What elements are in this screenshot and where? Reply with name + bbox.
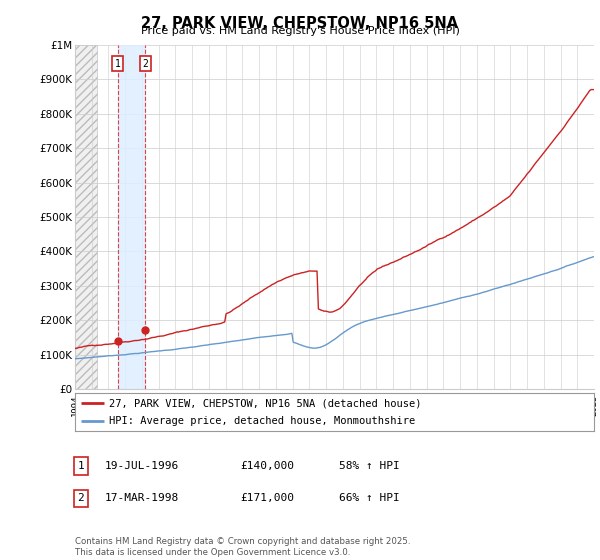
Text: 2: 2 (77, 493, 85, 503)
Text: 27, PARK VIEW, CHEPSTOW, NP16 5NA: 27, PARK VIEW, CHEPSTOW, NP16 5NA (142, 16, 458, 31)
Text: HPI: Average price, detached house, Monmouthshire: HPI: Average price, detached house, Monm… (109, 416, 415, 426)
Text: £140,000: £140,000 (240, 461, 294, 471)
Text: 58% ↑ HPI: 58% ↑ HPI (339, 461, 400, 471)
Text: 66% ↑ HPI: 66% ↑ HPI (339, 493, 400, 503)
Text: 1: 1 (115, 59, 121, 69)
Text: Price paid vs. HM Land Registry's House Price Index (HPI): Price paid vs. HM Land Registry's House … (140, 26, 460, 36)
Bar (118, 45, 145, 389)
Text: 27, PARK VIEW, CHEPSTOW, NP16 5NA (detached house): 27, PARK VIEW, CHEPSTOW, NP16 5NA (detac… (109, 398, 421, 408)
Text: Contains HM Land Registry data © Crown copyright and database right 2025.
This d: Contains HM Land Registry data © Crown c… (75, 537, 410, 557)
Text: 1: 1 (77, 461, 85, 471)
Text: 17-MAR-1998: 17-MAR-1998 (105, 493, 179, 503)
Text: 19-JUL-1996: 19-JUL-1996 (105, 461, 179, 471)
Text: £171,000: £171,000 (240, 493, 294, 503)
Text: 2: 2 (143, 59, 148, 69)
